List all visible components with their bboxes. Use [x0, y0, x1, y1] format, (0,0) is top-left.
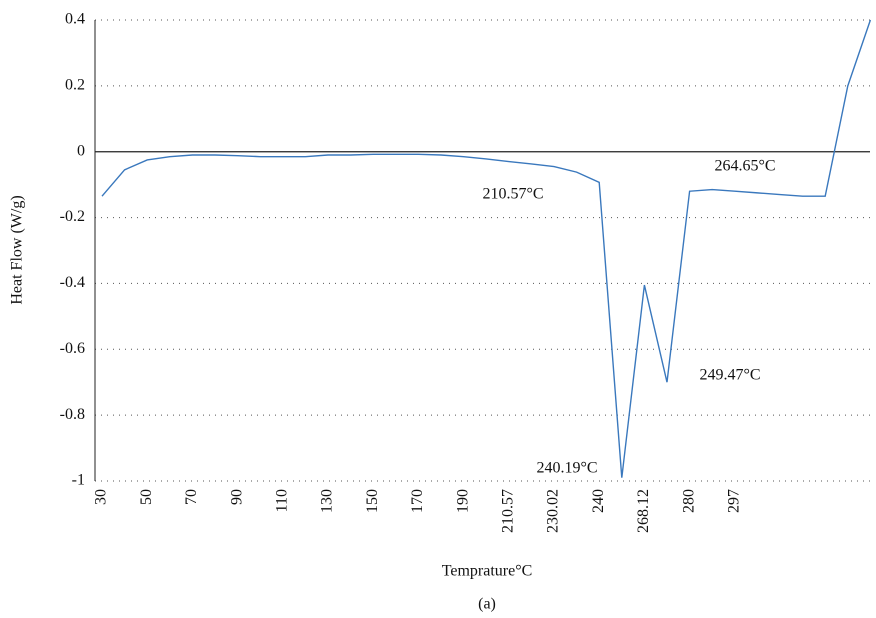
- y-tick-label: -0.4: [60, 274, 85, 291]
- line-series: [101, 19, 872, 478]
- x-tick-label: 230.02: [545, 489, 562, 533]
- x-tick-label: 240: [590, 489, 607, 513]
- annotation: 264.65°C: [714, 158, 775, 175]
- caption: (a): [478, 596, 496, 613]
- annotation: 240.19°C: [536, 460, 597, 477]
- x-tick-label: 268.12: [635, 489, 652, 533]
- x-tick-label: 70: [183, 489, 200, 505]
- x-tick-label: 170: [409, 489, 426, 513]
- x-axis-title: Temprature°C: [442, 563, 533, 580]
- y-tick-label: 0.4: [65, 11, 85, 28]
- x-tick-label: 30: [93, 489, 110, 505]
- x-tick-label: 190: [454, 489, 471, 513]
- x-tick-label: 297: [725, 489, 742, 513]
- x-tick-label: 280: [680, 489, 697, 513]
- x-tick-label: 210.57: [499, 489, 516, 533]
- annotation: 249.47°C: [699, 367, 760, 384]
- x-tick-label: 50: [138, 489, 155, 505]
- y-tick-label: -1: [72, 472, 85, 489]
- x-tick-label: 150: [364, 489, 381, 513]
- x-tick-label: 110: [273, 489, 290, 512]
- annotation: 210.57°C: [482, 186, 543, 203]
- y-axis-title: Heat Flow (W/g): [9, 195, 26, 304]
- y-tick-label: 0.2: [65, 77, 85, 94]
- y-tick-label: 0: [77, 142, 85, 159]
- y-tick-label: -0.6: [60, 340, 85, 357]
- y-tick-label: -0.2: [60, 208, 85, 225]
- x-tick-label: 130: [319, 489, 336, 513]
- y-tick-label: -0.8: [60, 406, 85, 423]
- x-tick-label: 90: [228, 489, 245, 505]
